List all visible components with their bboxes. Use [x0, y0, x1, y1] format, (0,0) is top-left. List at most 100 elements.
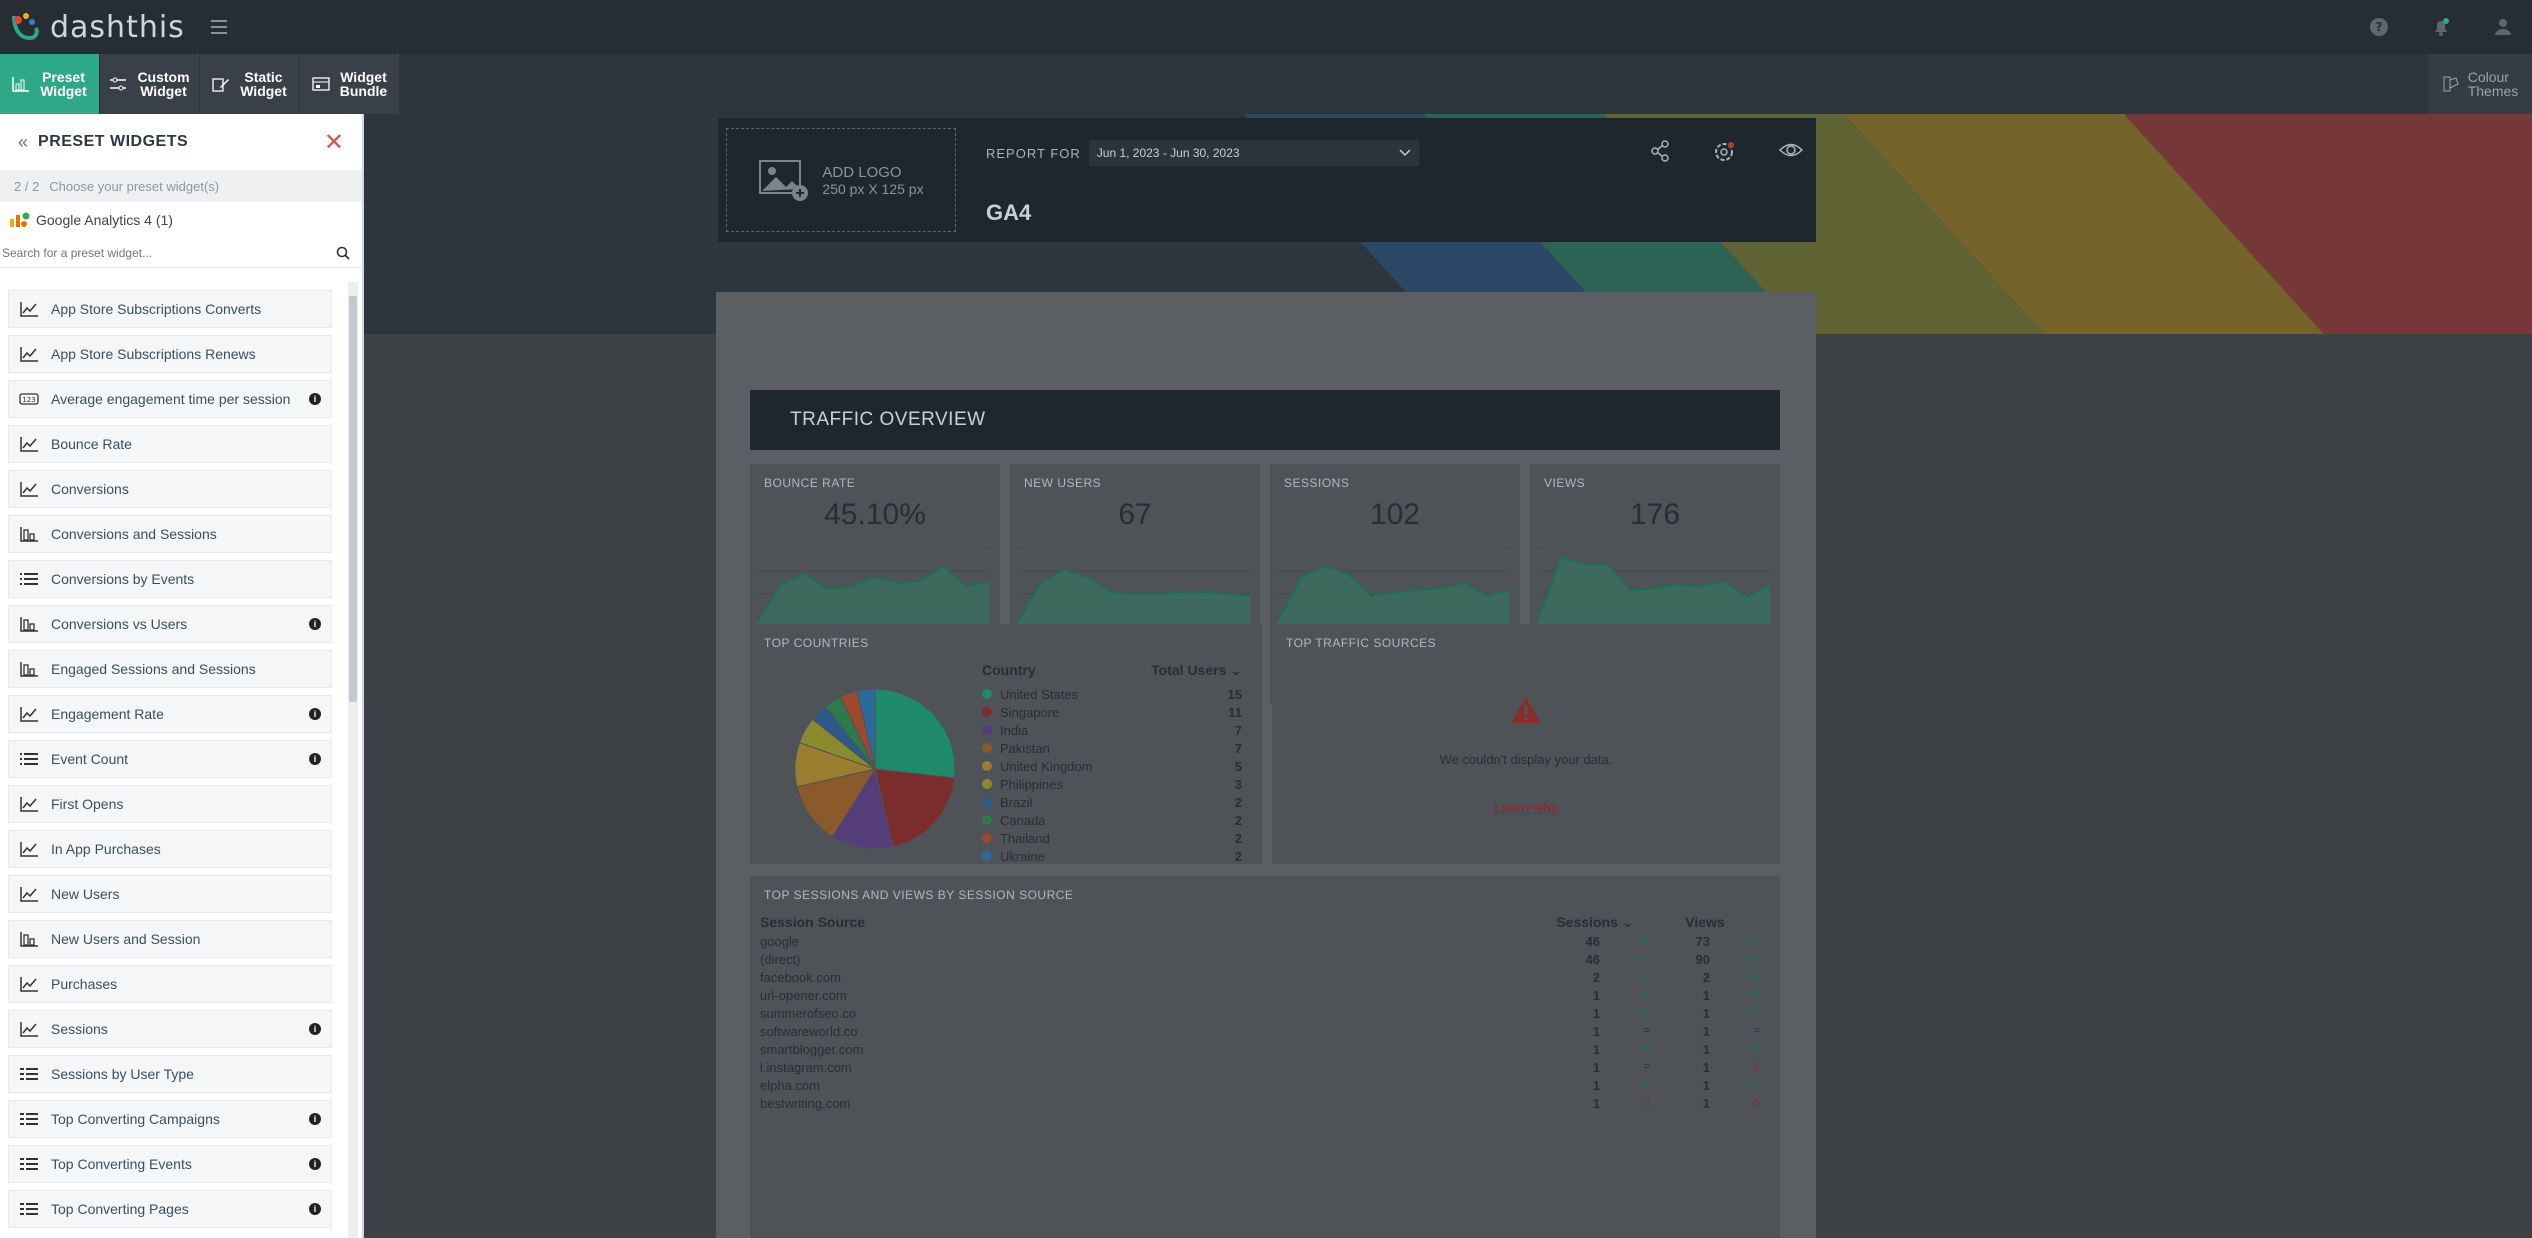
- table-row: google 46 +4 73 +11: [760, 932, 1770, 950]
- preset-widget-item[interactable]: App Store Subscriptions Converts: [8, 290, 332, 328]
- bar-chart-icon: [19, 526, 39, 542]
- preset-widget-item[interactable]: New Users and Session: [8, 920, 332, 958]
- app-logo[interactable]: dashthis: [8, 10, 185, 45]
- preset-widget-item[interactable]: Conversions vs Users i: [8, 605, 332, 643]
- date-range-select[interactable]: Jun 1, 2023 - Jun 30, 2023: [1088, 140, 1419, 166]
- country-name: United Kingdom: [1000, 758, 1093, 774]
- close-icon[interactable]: ✕: [323, 128, 344, 156]
- scrollbar-thumb[interactable]: [349, 296, 357, 702]
- preset-widget-label: Top Converting Events: [51, 1156, 192, 1172]
- country-name: Philippines: [1000, 776, 1063, 792]
- table-row: bestwriting.com 1 -3 1 -5: [760, 1094, 1770, 1112]
- sparkline-line: [1278, 565, 1510, 623]
- sessions-change: +1: [1637, 1079, 1650, 1091]
- views-column-header[interactable]: Views: [1685, 914, 1725, 930]
- top-traffic-sources-widget[interactable]: TOP TRAFFIC SOURCES We couldn't display …: [1272, 624, 1780, 864]
- colour-themes-label: Themes: [2467, 83, 2519, 99]
- info-icon[interactable]: i: [309, 1203, 321, 1215]
- pie-slice[interactable]: [874, 768, 956, 848]
- kpi-sparkline: [1538, 548, 1770, 640]
- preset-widget-item[interactable]: Purchases: [8, 965, 332, 1003]
- info-icon[interactable]: i: [309, 1113, 321, 1125]
- preset-widget-label: Top Converting Campaigns: [51, 1111, 220, 1127]
- top-countries-widget[interactable]: TOP COUNTRIES Country Total Users ⌄ Unite…: [750, 624, 1262, 864]
- notifications-bell-icon[interactable]: [2430, 16, 2452, 38]
- preset-widget-item[interactable]: Engagement Rate i: [8, 695, 332, 733]
- info-icon[interactable]: i: [309, 1158, 321, 1170]
- learn-why-link[interactable]: Learn why: [1493, 800, 1559, 815]
- kpi-value: 45.10%: [824, 498, 926, 531]
- preset-widget-label: Conversions vs Users: [51, 616, 188, 632]
- preset-widget-item[interactable]: Top Converting Campaigns i: [8, 1100, 332, 1138]
- preview-eye-icon[interactable]: [1778, 140, 1804, 160]
- total-users-column-header[interactable]: Total Users ⌄: [1151, 662, 1242, 678]
- info-icon[interactable]: i: [309, 1023, 321, 1035]
- preset-widget-item[interactable]: Conversions: [8, 470, 332, 508]
- preset-widget-item[interactable]: Conversions by Events: [8, 560, 332, 598]
- preset-widget-item[interactable]: Sessions i: [8, 1010, 332, 1048]
- section-title[interactable]: TRAFFIC OVERVIEW: [750, 390, 1780, 450]
- search-icon[interactable]: [336, 246, 350, 260]
- country-name: Ukraine: [1000, 848, 1045, 864]
- preset-widget-item[interactable]: In App Purchases: [8, 830, 332, 868]
- preset-widget-item[interactable]: Bounce Rate: [8, 425, 332, 463]
- views-change: -5: [1750, 1097, 1760, 1109]
- tab-static-widget[interactable]: Static Widget: [200, 54, 300, 114]
- info-icon[interactable]: i: [309, 708, 321, 720]
- data-source-selector[interactable]: Google Analytics 4 (1): [0, 202, 362, 238]
- add-logo-button[interactable]: ADD LOGO 250 px X 125 px: [726, 128, 956, 232]
- pie-slice[interactable]: [856, 688, 876, 770]
- preset-widget-item[interactable]: New Users: [8, 875, 332, 913]
- session-source: facebook.com: [760, 969, 841, 985]
- app-name: dashthis: [50, 9, 185, 45]
- preset-widget-item[interactable]: Engaged Sessions and Sessions: [8, 650, 332, 688]
- preset-widget-item[interactable]: Sessions by User Type: [8, 1055, 332, 1093]
- tab-preset-widget[interactable]: Preset Widget: [0, 54, 100, 114]
- settings-gear-icon[interactable]: [1712, 140, 1736, 164]
- top-sessions-views-widget[interactable]: TOP SESSIONS AND VIEWS BY SESSION SOURCE…: [750, 876, 1780, 1238]
- sessions-value: 46: [1585, 933, 1600, 949]
- preset-widget-item[interactable]: 123 Average engagement time per session i: [8, 380, 332, 418]
- info-icon[interactable]: i: [309, 753, 321, 765]
- preset-widget-item[interactable]: First Opens: [8, 785, 332, 823]
- logo-size-hint: 250 px X 125 px: [822, 180, 924, 197]
- help-icon[interactable]: ?: [2368, 16, 2390, 38]
- warning-icon: [1511, 697, 1541, 723]
- user-account-icon[interactable]: [2492, 16, 2514, 38]
- sessions-change: +1: [1637, 989, 1650, 1001]
- kpi-title: SESSIONS: [1284, 476, 1350, 490]
- kpi-title: BOUNCE RATE: [764, 476, 856, 490]
- line-chart-icon: [19, 436, 39, 452]
- sparkline-line: [758, 565, 990, 623]
- panel-scrollbar[interactable]: [348, 282, 358, 1238]
- views-change: =: [1753, 1025, 1760, 1037]
- search-input[interactable]: [2, 245, 336, 260]
- pie-slice[interactable]: [874, 688, 956, 779]
- preset-widget-item[interactable]: Event Count i: [8, 740, 332, 778]
- collapse-panel-icon[interactable]: «: [18, 131, 29, 152]
- country-users: 7: [1234, 740, 1242, 756]
- pie-slice[interactable]: [831, 767, 894, 850]
- bar-chart-icon: [19, 616, 39, 632]
- tab-widget-bundle[interactable]: Widget Bundle: [300, 54, 400, 114]
- preset-widget-label: Conversions: [51, 481, 129, 497]
- country-row: Pakistan 7: [982, 739, 1242, 757]
- menu-icon[interactable]: [210, 20, 227, 34]
- preset-widget-item[interactable]: Conversions and Sessions: [8, 515, 332, 553]
- pie-slice[interactable]: [796, 768, 877, 838]
- tab-custom-widget[interactable]: Custom Widget: [100, 54, 200, 114]
- info-icon[interactable]: i: [309, 618, 321, 630]
- preset-widget-item[interactable]: App Store Subscriptions Renews: [8, 335, 332, 373]
- colour-themes-button[interactable]: Colour Themes: [2428, 54, 2532, 114]
- line-chart-icon: [19, 976, 39, 992]
- report-title[interactable]: GA4: [986, 200, 1032, 225]
- sessions-change: =: [1643, 1061, 1650, 1073]
- sessions-column-header[interactable]: Sessions ⌄: [1556, 913, 1634, 930]
- share-icon[interactable]: [1650, 140, 1670, 162]
- report-body: TRAFFIC OVERVIEW BOUNCE RATE45.10%Previo…: [716, 292, 1816, 1238]
- preset-widget-item[interactable]: Top Converting Events i: [8, 1145, 332, 1183]
- info-icon[interactable]: i: [309, 393, 321, 405]
- preset-widget-item[interactable]: Top Converting Pages i: [8, 1190, 332, 1228]
- line-chart-icon: [19, 706, 39, 722]
- table-row: url-opener.com 1 +1 1 +1: [760, 986, 1770, 1004]
